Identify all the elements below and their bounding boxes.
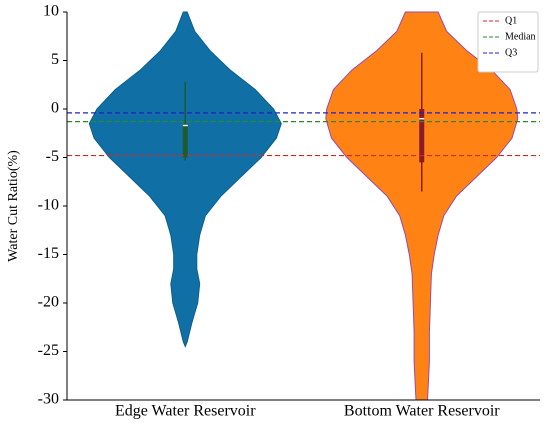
legend-label: Q3 <box>505 47 517 58</box>
box <box>182 123 188 158</box>
y-tick-label: -5 <box>46 148 59 165</box>
violin <box>88 11 282 348</box>
legend: Q1 Median Q3 <box>477 11 539 73</box>
y-axis-label: Water Cut Ratio(%) <box>6 150 21 262</box>
x-tick-label: Edge Water Reservoir <box>115 403 256 420</box>
legend-label: Q1 <box>505 15 517 26</box>
legend-label: Median <box>505 31 536 42</box>
x-tick-label: Bottom Water Reservoir <box>344 403 500 420</box>
y-tick-label: -30 <box>38 391 59 408</box>
y-tick-label: 10 <box>43 3 59 20</box>
legend-frame <box>477 11 539 73</box>
y-tick-label: -20 <box>38 294 59 311</box>
box <box>419 109 425 163</box>
y-tick-label: -25 <box>38 342 59 359</box>
y-tick-label: -15 <box>38 245 59 262</box>
y-tick-label: -10 <box>38 197 59 214</box>
y-tick-label: 5 <box>51 51 59 68</box>
y-tick-label: 0 <box>51 100 59 117</box>
